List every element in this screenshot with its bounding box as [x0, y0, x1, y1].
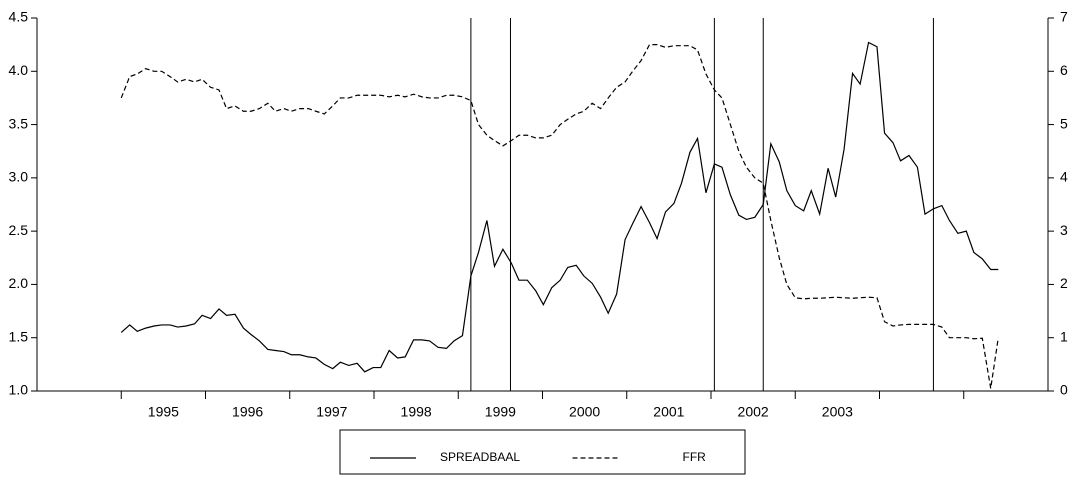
y2-tick-label: 5 [1060, 115, 1068, 131]
y-tick-label: 4.5 [9, 9, 29, 25]
y-tick-label: 1.0 [9, 382, 29, 398]
x-tick-label: 1997 [316, 404, 347, 420]
y2-tick-label: 0 [1060, 382, 1068, 398]
y-tick-label: 2.5 [9, 222, 29, 238]
x-tick-label: 2001 [653, 404, 684, 420]
y2-tick-label: 4 [1060, 169, 1068, 185]
x-tick-label: 2002 [738, 404, 769, 420]
legend-box [339, 429, 746, 475]
x-tick-label: 1995 [148, 404, 179, 420]
y2-tick-label: 7 [1060, 9, 1068, 25]
y-tick-label: 3.0 [9, 169, 29, 185]
y-tick-label: 4.0 [9, 62, 29, 78]
x-tick-label: 2003 [822, 404, 853, 420]
x-tick-label: 1998 [401, 404, 432, 420]
y-tick-label: 2.0 [9, 275, 29, 291]
x-tick-label: 1996 [232, 404, 263, 420]
y2-tick-label: 6 [1060, 62, 1068, 78]
series-line [120, 44, 999, 389]
y2-tick-label: 3 [1060, 222, 1068, 238]
x-tick-label: 2000 [569, 404, 600, 420]
y-tick-label: 3.5 [9, 115, 29, 131]
x-tick-label: 1999 [485, 404, 516, 420]
y-tick-label: 1.5 [9, 328, 29, 344]
legend-label: FFR [683, 450, 707, 464]
legend-label: SPREADBAAL [440, 450, 520, 464]
y2-tick-label: 1 [1060, 328, 1068, 344]
series-line [120, 41, 999, 373]
y2-tick-label: 2 [1060, 275, 1068, 291]
